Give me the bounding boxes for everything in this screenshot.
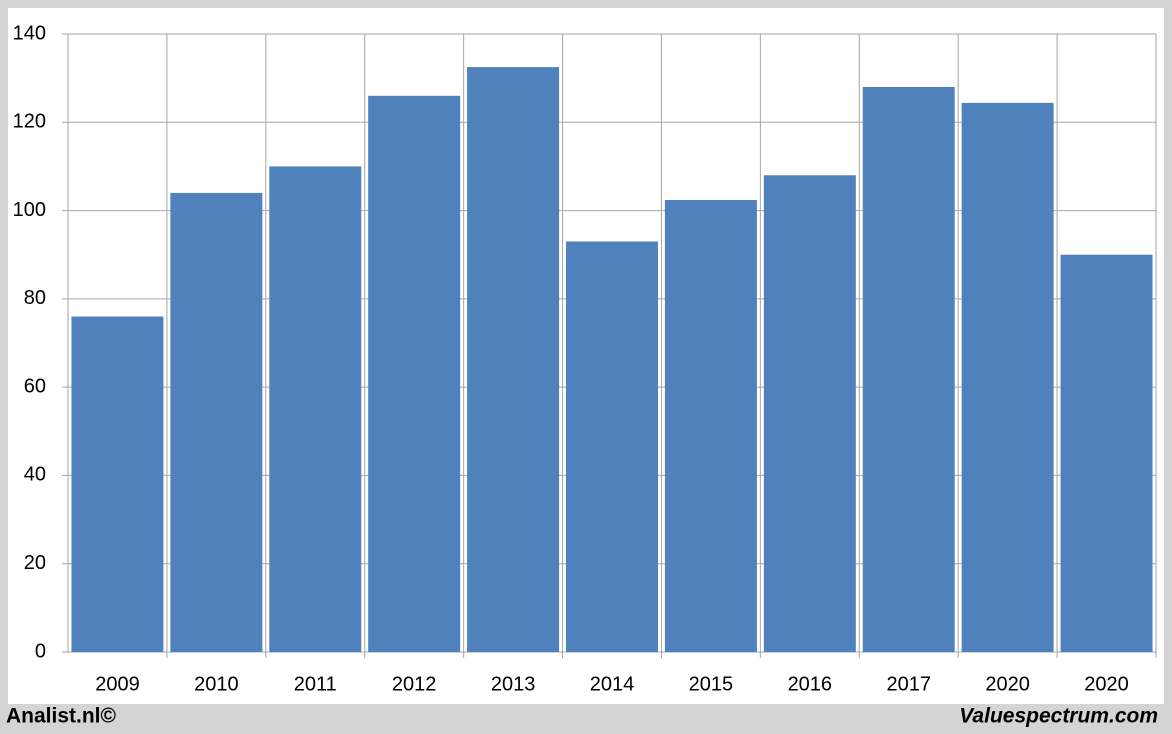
y-tick-label: 40 — [24, 464, 46, 486]
bar — [961, 102, 1054, 652]
bar — [368, 95, 461, 653]
y-tick-label: 140 — [13, 22, 46, 44]
bar — [269, 166, 362, 652]
x-tick-label: 2020 — [985, 673, 1030, 695]
bar — [763, 175, 856, 652]
bar — [71, 316, 164, 652]
y-tick-label: 100 — [13, 199, 46, 221]
x-tick-label: 2010 — [194, 673, 239, 695]
x-tick-label: 2011 — [294, 673, 337, 695]
y-tick-label: 20 — [24, 552, 46, 574]
bar — [862, 86, 955, 652]
y-tick-label: 120 — [13, 111, 46, 133]
y-tick-label: 0 — [35, 640, 46, 662]
bar — [664, 199, 757, 652]
x-tick-label: 2017 — [886, 673, 931, 695]
bar — [566, 241, 658, 652]
x-tick-label: 2009 — [95, 673, 140, 695]
footer-left: Analist.nl© — [6, 705, 117, 728]
footer-right: Valuespectrum.com — [959, 705, 1158, 728]
x-tick-label: 2013 — [491, 673, 536, 695]
x-tick-label: 2014 — [590, 673, 635, 695]
bar — [170, 192, 263, 652]
x-tick-label: 2012 — [392, 673, 437, 695]
y-tick-label: 60 — [24, 375, 46, 397]
x-tick-label: 2020 — [1084, 673, 1129, 695]
bar — [467, 67, 560, 653]
x-tick-label: 2015 — [689, 673, 734, 695]
y-tick-label: 80 — [24, 287, 46, 309]
bar — [1060, 254, 1153, 652]
x-tick-label: 2016 — [788, 673, 833, 695]
